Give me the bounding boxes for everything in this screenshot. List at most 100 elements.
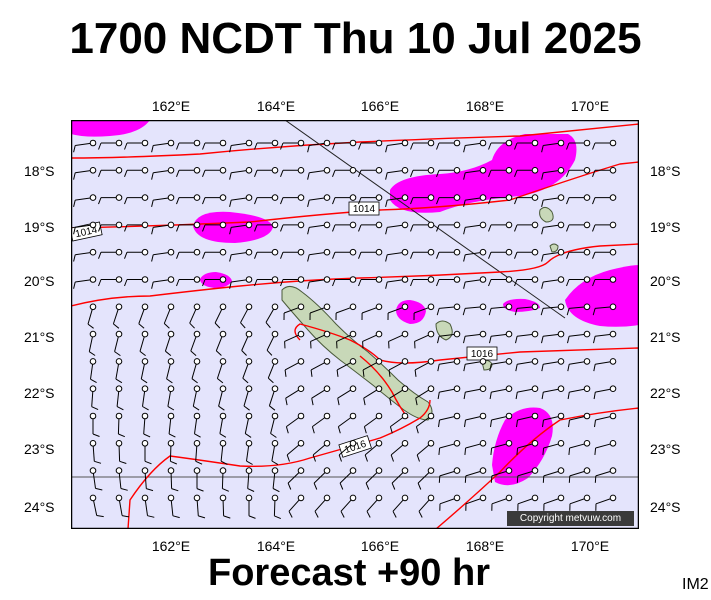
wind-station-circle xyxy=(89,467,97,474)
wind-barb-feather xyxy=(488,224,492,232)
wind-station-circle xyxy=(193,248,201,256)
wind-barb-feather xyxy=(463,336,466,344)
wind-barb-feather xyxy=(73,227,76,235)
wind-station-circle xyxy=(271,494,279,502)
wind-barb-feather xyxy=(142,406,149,411)
wind-barb-feather xyxy=(514,308,518,316)
wind-barb-feather xyxy=(541,199,544,208)
wind-station-circle xyxy=(531,440,539,447)
small-island xyxy=(549,243,559,253)
wind-barb-feather xyxy=(592,252,596,259)
wind-station-circle xyxy=(245,385,253,393)
wind-barb-feather xyxy=(410,197,414,205)
wind-barb-feather xyxy=(98,142,102,150)
wind-station-circle xyxy=(557,139,565,147)
wind-station-circle xyxy=(245,440,253,447)
wind-station-circle xyxy=(531,167,539,174)
wind-station-circle xyxy=(583,303,591,311)
wind-barb-feather xyxy=(307,254,310,262)
wind-barb-feather xyxy=(116,406,124,411)
wind-station-circle xyxy=(505,330,513,338)
wind-barb-feather xyxy=(516,447,519,455)
wind-barb-feather xyxy=(120,488,128,491)
wind-barb-feather xyxy=(488,279,492,287)
wind-station-circle xyxy=(427,303,435,311)
lat-label-left: 18°S xyxy=(24,163,55,179)
wind-station-circle xyxy=(609,248,617,256)
wind-barb-feather xyxy=(415,398,418,406)
wind-barb-feather xyxy=(365,482,370,490)
wind-barbs xyxy=(73,139,617,520)
wind-barb-feather xyxy=(195,460,203,465)
wind-station-circle xyxy=(375,467,383,474)
wind-barb-feather xyxy=(391,482,396,490)
wind-station-circle xyxy=(219,303,227,311)
wind-station-circle xyxy=(245,276,253,283)
wind-barb-feather xyxy=(151,281,154,289)
wind-station-circle xyxy=(245,303,253,311)
wind-station-circle xyxy=(167,440,175,447)
wind-station-circle xyxy=(193,303,201,311)
lon-label-bottom: 164°E xyxy=(256,538,296,554)
wind-station-circle xyxy=(323,248,331,256)
wind-barb-feather xyxy=(358,224,362,232)
wind-station-circle xyxy=(583,440,591,447)
wind-station-circle xyxy=(401,167,409,174)
wind-barb-feather xyxy=(92,433,100,437)
wind-station-circle xyxy=(401,358,409,365)
wind-station-circle xyxy=(609,330,617,338)
wind-barb-feather xyxy=(254,279,258,287)
wind-barb-feather xyxy=(464,419,466,428)
wind-station-circle xyxy=(375,412,383,420)
wind-barb-feather xyxy=(202,142,206,150)
wind-station-circle xyxy=(531,358,539,365)
wind-station-circle xyxy=(505,494,513,502)
wind-station-circle xyxy=(349,358,357,365)
wind-barb-feather xyxy=(146,488,154,492)
wind-station-circle xyxy=(609,358,617,365)
wind-station-circle xyxy=(89,494,97,502)
wind-station-circle xyxy=(297,303,305,311)
wind-station-circle xyxy=(219,194,227,201)
wind-barb-feather xyxy=(340,511,345,518)
wind-barb-feather xyxy=(240,322,246,329)
wind-station-circle xyxy=(89,248,97,256)
wind-barb-feather xyxy=(254,252,258,259)
wind-station-circle xyxy=(453,276,461,283)
lon-label-bottom: 168°E xyxy=(465,538,505,554)
wind-station-circle xyxy=(453,248,461,256)
wind-station-circle xyxy=(219,440,227,447)
wind-station-circle xyxy=(245,467,253,474)
wind-station-circle xyxy=(609,303,617,311)
wind-barb-feather xyxy=(567,364,570,372)
wind-station-circle xyxy=(609,440,617,447)
wind-station-circle xyxy=(479,194,487,201)
wind-barb-feather xyxy=(271,460,279,466)
wind-station-circle xyxy=(609,276,617,283)
grande-terre-island xyxy=(281,286,433,421)
wind-barb-feather xyxy=(390,454,394,462)
wind-barb-feather xyxy=(311,398,314,406)
wind-station-circle xyxy=(531,276,539,283)
wind-station-circle xyxy=(349,467,357,474)
wind-station-circle xyxy=(453,330,461,338)
wind-station-circle xyxy=(583,248,591,256)
wind-barb-feather xyxy=(592,197,596,205)
wind-station-circle xyxy=(115,194,123,201)
wind-barb-feather xyxy=(436,197,440,205)
wind-barb-feather xyxy=(567,336,570,344)
wind-barb-feather xyxy=(312,454,316,462)
wind-station-circle xyxy=(297,276,305,283)
wind-barb-feather xyxy=(332,252,336,259)
wind-barb-feather xyxy=(193,405,200,411)
wind-barb-feather xyxy=(332,142,336,150)
wind-barb-feather xyxy=(438,447,441,455)
wind-station-circle xyxy=(505,139,513,147)
wind-station-circle xyxy=(531,412,539,420)
wind-station-circle xyxy=(193,276,201,283)
wind-station-circle xyxy=(271,276,279,283)
wind-station-circle xyxy=(323,139,331,147)
wind-barb-feather xyxy=(337,426,341,434)
wind-barb-feather xyxy=(166,378,173,384)
wind-station-circle xyxy=(557,167,565,174)
